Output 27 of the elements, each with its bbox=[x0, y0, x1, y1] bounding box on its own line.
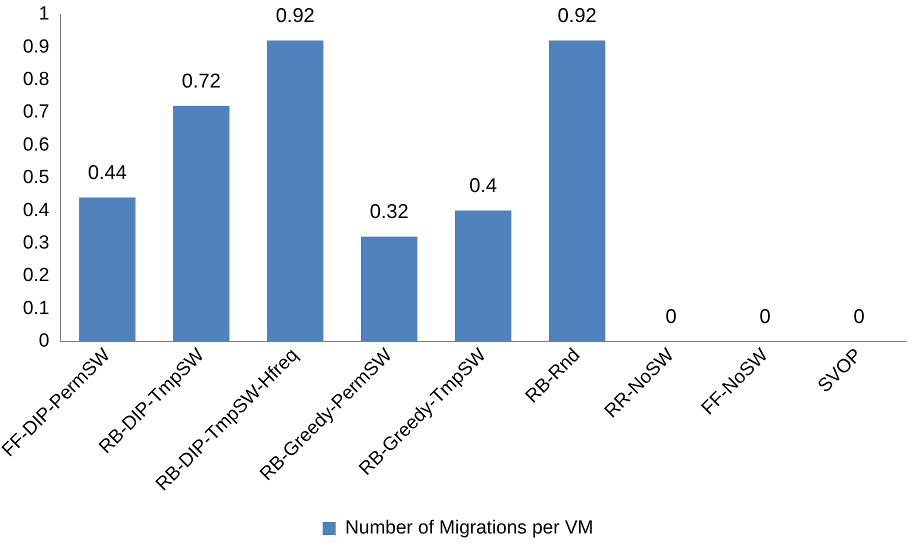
y-tick-label: 0.2 bbox=[22, 265, 50, 286]
y-tick-label: 0.5 bbox=[22, 167, 50, 188]
data-label: 0.92 bbox=[558, 5, 597, 28]
data-label: 0.32 bbox=[370, 201, 409, 224]
data-label: 0 bbox=[853, 306, 865, 328]
data-label: 0.92 bbox=[276, 5, 315, 28]
data-label: 0.72 bbox=[182, 70, 221, 92]
bar bbox=[454, 210, 512, 342]
data-label: 0.4 bbox=[469, 175, 498, 198]
y-tick-label: 0.9 bbox=[22, 36, 50, 58]
data-label: 0 bbox=[759, 306, 771, 328]
bar bbox=[79, 197, 136, 342]
y-tick-label: 1 bbox=[38, 4, 50, 25]
y-tick-label: 0.1 bbox=[22, 298, 50, 319]
data-label: 0.44 bbox=[88, 162, 127, 184]
bar bbox=[548, 40, 606, 342]
y-tick-label: 0.6 bbox=[22, 134, 50, 156]
y-tick-label: 0.7 bbox=[22, 102, 50, 123]
bar bbox=[173, 106, 230, 342]
bar bbox=[361, 236, 418, 342]
y-tick-label: 0 bbox=[38, 330, 50, 352]
legend-label: Number of Migrations per VM bbox=[345, 518, 594, 539]
bar bbox=[267, 40, 324, 342]
y-tick-label: 0.3 bbox=[22, 232, 50, 254]
data-label: 0 bbox=[666, 306, 677, 328]
y-tick-label: 0.4 bbox=[22, 200, 50, 221]
y-tick-label: 0.8 bbox=[22, 69, 50, 90]
